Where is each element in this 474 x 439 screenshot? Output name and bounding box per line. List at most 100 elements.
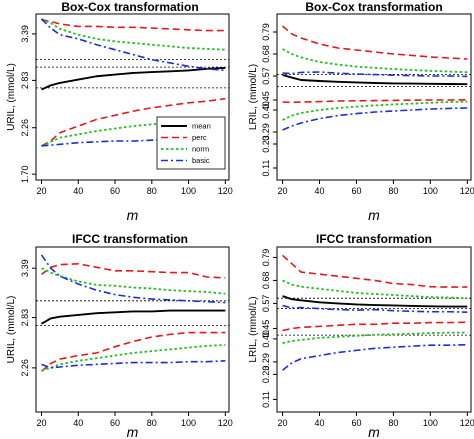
x-tick-label: 120: [460, 418, 474, 428]
x-tick-label: 120: [218, 186, 233, 196]
legend: mean perc norm basic: [156, 116, 226, 170]
y-tick-label: 1.70: [20, 165, 30, 183]
series-line-perc-upper: [282, 25, 468, 60]
x-tick-label: 100: [181, 418, 196, 428]
y-tick-label: 0.29: [261, 123, 271, 141]
y-tick-label: 0.11: [261, 160, 271, 177]
series-line-basic-lower: [282, 107, 468, 131]
y-tick-label: 0.79: [261, 23, 271, 41]
series-line-basic-upper: [282, 71, 468, 78]
x-tick-label: 100: [423, 418, 438, 428]
x-tick-label: 40: [314, 418, 324, 428]
x-tick-label: 20: [37, 186, 47, 196]
y-tick-label: 0.40: [261, 330, 271, 348]
x-tick-label: 80: [388, 186, 398, 196]
x-tick-label: 20: [37, 418, 47, 428]
x-tick-label: 60: [351, 418, 361, 428]
series-line-perc-upper: [41, 19, 226, 32]
x-axis-label: m: [368, 207, 380, 223]
x-tick-label: 60: [110, 186, 120, 196]
chart-panel-1: Box-Cox transformation 20 40 60 80 100 120 1.70…: [6, 0, 233, 223]
chart-title: IFCC transformation: [72, 232, 188, 246]
x-axis-label: m: [127, 424, 139, 439]
chart-panel-3: IFCC transformation 20 40 60 80 100 120 2.26 2.8…: [6, 232, 233, 439]
x-tick-label: 60: [110, 418, 120, 428]
series-line-norm-upper: [282, 279, 468, 300]
y-tick-label: 0.57: [261, 67, 271, 85]
x-tick-label: 80: [388, 418, 398, 428]
series-line-mean-upper: [41, 67, 226, 91]
chart-title: IFCC transformation: [316, 232, 432, 246]
series-line-norm-lower: [41, 118, 226, 147]
y-axis-label: LRIL, (mmol/L): [248, 296, 259, 362]
plot-frame: [276, 246, 472, 413]
series-line-mean-upper: [282, 295, 468, 308]
chart-title: Box-Cox transformation: [61, 0, 198, 14]
series-line-norm-lower: [282, 331, 468, 344]
x-tick-label: 80: [147, 418, 157, 428]
series-line-norm-lower: [41, 344, 226, 372]
x-tick-label: 20: [278, 418, 288, 428]
x-tick-label: 100: [181, 186, 196, 196]
y-tick-label: 3.39: [20, 25, 30, 43]
y-axis-label: URIL, (mmol/L): [6, 63, 17, 131]
y-tick-label: 0.45: [261, 91, 271, 109]
x-tick-label: 20: [278, 186, 288, 196]
series-line-norm-upper: [41, 267, 226, 295]
series-line-perc-upper: [41, 262, 226, 279]
x-tick-label: 40: [73, 418, 83, 428]
x-axis-label: m: [127, 207, 139, 223]
x-tick-label: 80: [147, 186, 157, 196]
x-tick-label: 40: [314, 186, 324, 196]
series-line-basic-upper: [282, 304, 468, 313]
y-tick-label: 0.68: [261, 45, 271, 63]
plot-frame: [35, 13, 230, 181]
legend-label-mean: mean: [192, 122, 211, 131]
y-axis-label: URIL, (mmol/L): [6, 296, 17, 364]
x-axis-label: m: [368, 424, 380, 439]
legend-label-perc: perc: [192, 133, 207, 142]
x-tick-label: 120: [218, 418, 233, 428]
chart-title: Box-Cox transformation: [305, 0, 442, 14]
plot-frame: [35, 246, 230, 413]
y-tick-label: 2.26: [20, 119, 30, 137]
series-line-norm-upper: [282, 48, 468, 74]
y-tick-label: 0.45: [261, 320, 271, 338]
y-tick-label: 0.57: [261, 295, 271, 313]
series-line-basic-lower: [41, 360, 226, 369]
series-line-perc-lower: [282, 99, 468, 104]
y-tick-label: 2.83: [20, 309, 30, 327]
y-tick-label: 0.68: [261, 272, 271, 290]
chart-panel-4: IFCC transformation 20 40 60 80 100 120 0.11 0.2…: [248, 232, 474, 439]
y-tick-label: 3.39: [20, 259, 30, 277]
series-line-basic-upper: [40, 18, 226, 72]
series-line-norm-upper: [41, 18, 226, 51]
y-tick-label: 0.23: [261, 135, 271, 153]
chart-panel-2: Box-Cox transformation 20 40 60 80 100 120 0.11…: [248, 0, 474, 223]
legend-label-basic: basic: [192, 156, 210, 165]
series-line-basic-upper: [40, 254, 226, 304]
series-line-perc-lower: [282, 321, 468, 332]
y-tick-label: 0.79: [261, 249, 271, 267]
series-line-perc-lower: [41, 97, 226, 147]
y-tick-label: 0.29: [261, 353, 271, 371]
x-tick-label: 120: [460, 186, 474, 196]
series-line-norm-lower: [282, 100, 468, 121]
y-tick-label: 0.23: [261, 366, 271, 384]
series-line-basic-lower: [282, 343, 468, 371]
plot-frame: [276, 13, 472, 181]
y-tick-label: 0.11: [261, 391, 271, 408]
series-line-mean-upper: [282, 74, 468, 86]
y-tick-label: 2.26: [20, 359, 30, 377]
y-axis-label: LRIL, (mmol/L): [248, 64, 259, 130]
y-tick-label: 2.83: [20, 72, 30, 90]
series-line-mean-upper: [41, 309, 226, 325]
series-line-perc-lower: [40, 331, 226, 373]
x-tick-label: 40: [73, 186, 83, 196]
y-tick-label: 0.40: [261, 101, 271, 119]
x-tick-label: 60: [351, 186, 361, 196]
series-line-perc-upper: [282, 254, 468, 288]
x-tick-label: 100: [423, 186, 438, 196]
legend-label-norm: norm: [192, 145, 209, 154]
